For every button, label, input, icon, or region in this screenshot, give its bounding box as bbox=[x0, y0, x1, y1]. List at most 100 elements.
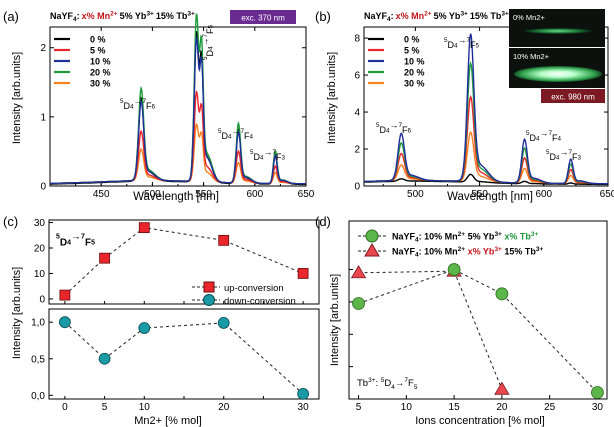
corner-label-part: → bbox=[395, 378, 405, 389]
transition-label: 5D4→7F5 bbox=[56, 232, 95, 249]
panel-b-xlabel: Wavelength [nm] bbox=[447, 191, 533, 203]
legend-part: 3+ bbox=[494, 231, 502, 238]
legend-marker bbox=[365, 229, 379, 243]
corner-label-part: : bbox=[376, 378, 381, 389]
transition-label-part: D bbox=[124, 101, 131, 111]
transition-label-part: 7 bbox=[549, 130, 553, 137]
legend-label: 30 % bbox=[90, 79, 111, 89]
legend-label: NaYF4: 10% Mn2+ x% Yb3+ 15% Tb3+ bbox=[392, 246, 543, 259]
legend-part: 3+ bbox=[494, 246, 502, 253]
transition-label-part: D bbox=[254, 152, 261, 162]
peak-label: 5D4→7F3 bbox=[546, 147, 582, 162]
peak-label: 5D4→7F3 bbox=[250, 147, 286, 162]
legend-part: : 10% Mn bbox=[419, 247, 458, 257]
corner-label-part: 5 bbox=[381, 377, 385, 384]
panel-c: (c) Intensity [arb.units] Mn2+ [% mol] 0… bbox=[3, 214, 320, 427]
panel-a-excitation-badge bbox=[230, 10, 296, 24]
transition-label-part: 5 bbox=[476, 42, 480, 49]
panel-b-photo-inset: 0% Mn2+ 10% Mn2+ exc. 980 nm bbox=[509, 9, 605, 103]
panel-a-header-rest-b-sup: 3+ bbox=[187, 11, 195, 18]
legend-label: NaYF4: 10% Mn2+ 5% Yb3+ x% Tb3+ bbox=[392, 231, 538, 244]
legend-label: down-conversion bbox=[224, 296, 296, 307]
y-tick-label: 2 bbox=[40, 43, 46, 54]
up-conversion-point bbox=[297, 268, 309, 279]
transition-label-part: 5 bbox=[91, 240, 95, 247]
panel-b-header-rest-b-sup: 3+ bbox=[501, 11, 509, 18]
legend-label: 10 % bbox=[90, 57, 111, 67]
transition-label-part: 7 bbox=[399, 122, 403, 129]
transition-label-part: F bbox=[470, 40, 476, 50]
panel-c-xlabel-text: Mn2+ [% mol] bbox=[134, 415, 202, 427]
panel-b-header-host-sub: 4 bbox=[387, 16, 391, 23]
legend-part: 3+ bbox=[531, 231, 539, 238]
corner-label-part: 7 bbox=[404, 377, 408, 384]
panel-a-header-host-sub: 4 bbox=[73, 16, 77, 23]
down-conversion-point bbox=[138, 322, 151, 334]
transition-label-part: F bbox=[205, 28, 215, 34]
x-tick-label: 10 bbox=[139, 402, 151, 413]
y-tick-label: 2 bbox=[354, 145, 360, 156]
panel-a-label: (a) bbox=[3, 9, 19, 24]
y-tick-label: 0,0 bbox=[31, 391, 45, 402]
transition-label-part: 4 bbox=[260, 154, 264, 161]
plot-frame bbox=[363, 26, 609, 187]
transition-label-part: 7 bbox=[569, 149, 573, 156]
panel-a-header-rest-a-sup: 3+ bbox=[146, 11, 154, 18]
legend-label: up-conversion bbox=[224, 283, 284, 294]
inset-top-glow bbox=[524, 28, 592, 34]
x-tick-label: 0 bbox=[62, 402, 68, 413]
panel-a-header-dopant: x% Mn bbox=[82, 11, 111, 21]
x-tick-label: 450 bbox=[93, 189, 110, 200]
transition-label-part: F bbox=[572, 152, 578, 162]
y-tick-label: 0 bbox=[39, 294, 45, 305]
transition-label-part: 4 bbox=[556, 154, 560, 161]
transition-label-part: D bbox=[530, 133, 537, 143]
corner-label-part: D bbox=[384, 378, 391, 389]
transition-label-part: D bbox=[60, 238, 67, 249]
peak-label: 5D4→7F6 bbox=[120, 96, 156, 111]
x-tick-label: 20 bbox=[496, 402, 508, 413]
transition-label-part: → bbox=[264, 147, 273, 157]
legend-part: x% Tb bbox=[502, 232, 532, 242]
x-tick-label: 5 bbox=[102, 402, 108, 413]
transition-label-part: F bbox=[552, 133, 558, 143]
panel-a-header-colon: : bbox=[77, 11, 80, 21]
yb-series-point bbox=[494, 381, 510, 395]
transition-label-part: 3 bbox=[578, 154, 582, 161]
transition-label-part: D bbox=[222, 131, 229, 141]
series-line-10 bbox=[364, 33, 608, 185]
down-conversion-point bbox=[217, 317, 230, 329]
up-conversion-point bbox=[59, 289, 71, 301]
panel-b-excitation-badge bbox=[541, 89, 605, 103]
corner-label-part: 3+ bbox=[368, 377, 376, 384]
panel-b-ylabel: Intensity [arb.units] bbox=[326, 52, 338, 144]
series-line-30 bbox=[364, 131, 608, 185]
transition-label-part: 5 bbox=[202, 56, 209, 60]
transition-label-part: F bbox=[244, 131, 250, 141]
plot-frame bbox=[48, 308, 320, 400]
transition-label-part: 5 bbox=[120, 98, 124, 105]
transition-label-part: 7 bbox=[81, 234, 85, 241]
peak-label: 5D4→7F4 bbox=[218, 126, 254, 141]
panel-a-header-rest-a: 5% Yb bbox=[120, 11, 147, 21]
corner-label-part: 5 bbox=[414, 384, 418, 391]
transition-label-part: → bbox=[200, 37, 210, 46]
panel-b-header-host: NaYF bbox=[364, 11, 388, 21]
inset-top-label: 0% Mn2+ bbox=[513, 13, 546, 22]
panel-a-xlabel: Wavelength [nm] bbox=[133, 191, 219, 203]
legend-part: 4 bbox=[415, 252, 419, 259]
panel-a-header-rest-b: 15% Tb bbox=[156, 11, 188, 21]
x-tick-label: 550 bbox=[471, 189, 488, 200]
x-tick-label: 500 bbox=[144, 189, 161, 200]
transition-label-part: F bbox=[146, 101, 152, 111]
transition-label-part: 5 bbox=[526, 130, 530, 137]
panel-b-header-rest-a: 5% Yb bbox=[434, 11, 461, 21]
transition-label-part: 5 bbox=[444, 37, 448, 44]
x-tick-label: 25 bbox=[544, 402, 556, 413]
legend-part: 4 bbox=[415, 237, 419, 244]
panel-b-excitation-label: exc. 980 nm bbox=[551, 93, 595, 102]
transition-label-part: → bbox=[232, 126, 241, 136]
transition-label-part: 4 bbox=[130, 103, 134, 110]
